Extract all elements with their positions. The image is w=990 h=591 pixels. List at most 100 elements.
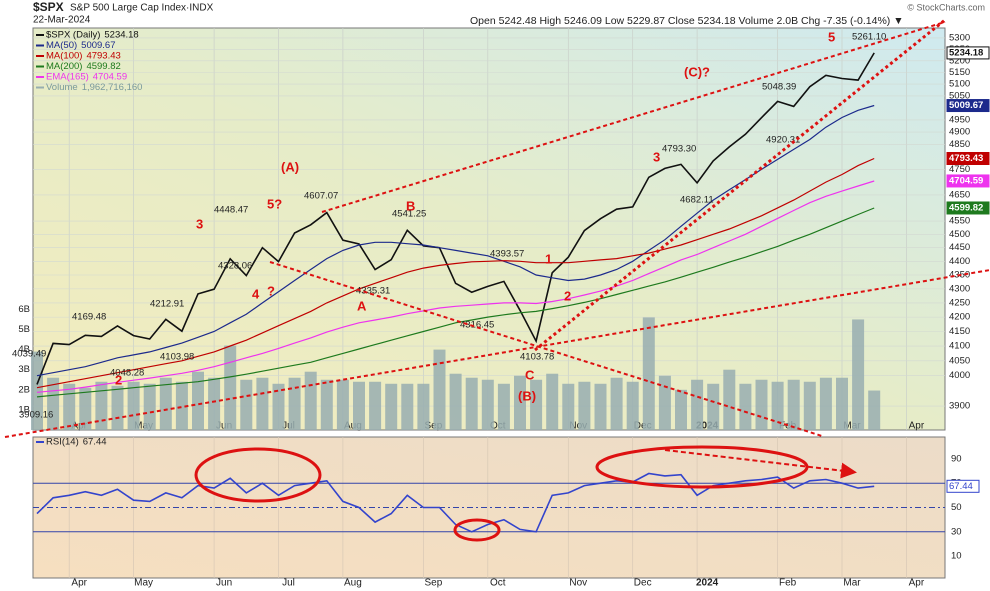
annotation: 5 [828, 29, 835, 44]
y2-tick-label: 3B [18, 364, 30, 375]
y-tick-label: 4900 [949, 127, 970, 138]
last-value-box [946, 151, 990, 165]
volume-bar [658, 375, 671, 430]
volume-bar [642, 317, 655, 430]
annotation: 4920.31 [766, 135, 800, 146]
legend-value: 4599.82 [86, 61, 120, 72]
volume-bar [272, 383, 285, 430]
y2-tick-label: 5B [18, 324, 30, 335]
annotation: 4039.49 [12, 349, 46, 360]
annotation: 4 [252, 286, 260, 301]
legend-label: MA(50) [46, 40, 77, 51]
trendline [4, 269, 990, 438]
volume-bar [175, 381, 188, 430]
y-tick-label: 4450 [949, 242, 970, 253]
volume-bar [852, 319, 865, 430]
x-tick-label: Mar [843, 578, 861, 589]
x-tick-label: May [134, 421, 153, 432]
annotation: A [357, 298, 367, 313]
last-value-box [946, 174, 990, 188]
legend-label: MA(200) [46, 61, 82, 72]
volume-bar [626, 381, 639, 430]
annotation: 5048.39 [762, 82, 796, 93]
last-value-label: 4704.59 [949, 175, 983, 186]
x-tick-label: Nov [569, 578, 587, 589]
x-tick-label: Aug [344, 421, 362, 432]
highlight-ellipse [194, 447, 322, 503]
annotation: 4316.45 [460, 320, 494, 331]
x-tick-label: Sep [425, 578, 443, 589]
volume-bar [111, 385, 124, 430]
y2-tick-label: 1B [18, 404, 30, 415]
grid: AprAprMayMayJunJunJulJulAugAugSepSepOctO… [18, 28, 970, 589]
indicator-line [36, 180, 875, 393]
volume-bar [320, 379, 333, 430]
volume-bar [481, 379, 494, 430]
volume-bar [465, 377, 478, 430]
last-value-box [946, 479, 980, 493]
x-tick-label: Dec [634, 578, 652, 589]
volume-bar [771, 381, 784, 430]
highlight-ellipse [595, 445, 809, 489]
volume-bar [256, 377, 269, 430]
volume-bar [868, 390, 881, 430]
volume-bar [787, 379, 800, 430]
y-tick-label: 4400 [949, 256, 970, 267]
volume-bar [143, 383, 156, 430]
volume-bar [610, 377, 623, 430]
volume-bar [192, 371, 204, 430]
y2-tick-label: 2B [18, 384, 30, 395]
y-tick-label: 4200 [949, 312, 970, 323]
volume-bar [79, 387, 92, 430]
legend-value: 67.44 [83, 437, 107, 448]
last-value-box [946, 201, 990, 215]
annotation: 5261.10 [852, 32, 886, 43]
x-tick-label: Apr [909, 578, 925, 589]
rsi-tick-label: 10 [951, 551, 962, 562]
volume-bar [497, 383, 510, 430]
volume-bar [417, 383, 430, 430]
annotation: 3 [653, 149, 660, 164]
annotation: B [406, 198, 415, 213]
y-tick-label: 4500 [949, 229, 970, 240]
annotation: C [525, 367, 535, 382]
legend-label: RSI(14) [46, 437, 79, 448]
annotation: (C)? [684, 64, 710, 79]
annotation: 4103.78 [520, 352, 554, 363]
annotation: 5? [267, 196, 282, 211]
x-tick-label: Apr [909, 421, 925, 432]
volume-bar [675, 389, 687, 430]
annotation: 4048.28 [110, 368, 144, 379]
annotation: 3 [196, 216, 203, 231]
volume-bar [31, 351, 43, 430]
trendline [534, 18, 946, 352]
annotation: ? [267, 283, 275, 298]
annotation: 2 [564, 288, 571, 303]
volume-bar [63, 383, 76, 430]
annotation: 3909.16 [19, 410, 53, 421]
volume-bar [369, 381, 382, 430]
x-tick-label: Dec [634, 421, 652, 432]
y2-tick-label: 6B [18, 304, 30, 315]
x-tick-label: Jun [216, 421, 232, 432]
volume-bar [240, 379, 253, 430]
volume-bar [755, 379, 768, 430]
y-tick-label: 4950 [949, 114, 970, 125]
volume-bar [208, 377, 221, 430]
legend-label: MA(100) [46, 51, 82, 62]
last-value-label: 4793.43 [949, 153, 983, 164]
volume-bar [159, 377, 172, 430]
annotation: 4393.57 [490, 249, 524, 260]
y-tick-label: 4250 [949, 297, 970, 308]
annotation: 4103.98 [160, 352, 194, 363]
volume-bar [449, 373, 462, 430]
date: 22-Mar-2024 [33, 15, 91, 26]
volume-bar [819, 377, 832, 430]
annotation: 4212.91 [150, 299, 184, 310]
legend-value: 5009.67 [81, 40, 115, 51]
x-tick-label: May [134, 578, 153, 589]
y-tick-label: 4150 [949, 326, 970, 337]
indicator-line [36, 104, 875, 377]
rsi-tick-label: 50 [951, 502, 962, 513]
